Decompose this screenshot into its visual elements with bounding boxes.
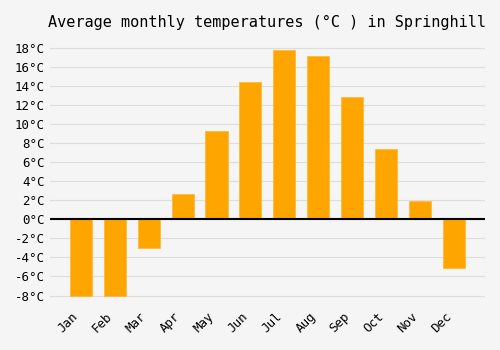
Bar bbox=[375, 149, 398, 219]
Bar bbox=[274, 50, 295, 219]
Bar bbox=[206, 131, 228, 219]
Bar bbox=[443, 219, 465, 268]
Bar bbox=[70, 219, 92, 295]
Bar bbox=[342, 97, 363, 219]
Bar bbox=[240, 82, 262, 219]
Bar bbox=[172, 194, 194, 219]
Title: Average monthly temperatures (°C ) in Springhill: Average monthly temperatures (°C ) in Sp… bbox=[48, 15, 486, 30]
Bar bbox=[138, 219, 160, 248]
Bar bbox=[308, 56, 330, 219]
Bar bbox=[104, 219, 126, 295]
Bar bbox=[409, 201, 432, 219]
